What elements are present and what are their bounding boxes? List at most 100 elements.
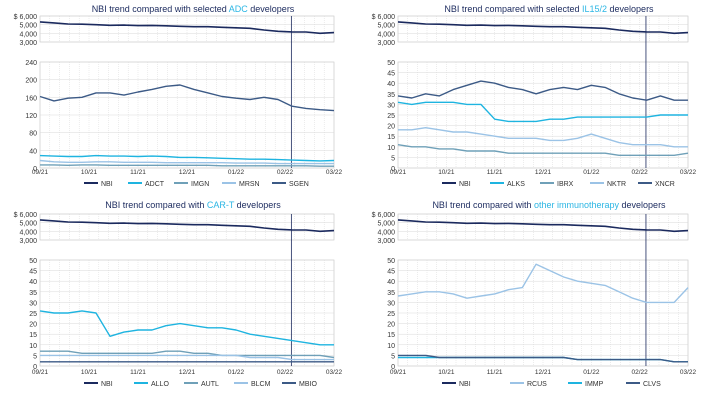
- chart-title-suffix: developers: [607, 4, 654, 14]
- x-axis-label: 12/21: [179, 169, 196, 176]
- chart-3: NBI trend compared with CAR-T developers…: [14, 200, 343, 388]
- legend-label-immp: IMMP: [585, 381, 604, 388]
- top-ytick-label: 4,000: [19, 229, 37, 236]
- bottom-ytick-label: 45: [387, 71, 395, 78]
- bottom-ytick-label: 10: [29, 343, 37, 350]
- series-line-nktr: [398, 126, 688, 148]
- x-axis-label: 02/22: [632, 169, 649, 176]
- bottom-ytick-label: 10: [387, 145, 395, 152]
- chart-4: NBI trend compared with other immunother…: [372, 200, 697, 388]
- bottom-ytick-label: 5: [33, 353, 37, 360]
- series-line-clvs: [398, 354, 688, 363]
- legend-label-nbi: NBI: [459, 181, 471, 188]
- chart-1: NBI trend compared with selected ADC dev…: [14, 4, 343, 188]
- x-axis-label: 11/21: [487, 169, 503, 176]
- bottom-ytick-label: 40: [387, 279, 395, 286]
- x-axis-label: 01/22: [583, 169, 600, 176]
- chart-title-prefix: NBI trend compared with: [105, 200, 207, 210]
- x-axis-label: 09/21: [390, 369, 407, 376]
- bottom-ytick-label: 15: [387, 134, 395, 141]
- bottom-ytick-label: 20: [29, 322, 37, 329]
- bottom-ytick-label: 15: [29, 332, 37, 339]
- series-line-xncr: [397, 80, 688, 101]
- series-line-nbi: [397, 219, 689, 233]
- series-line-imgn: [40, 164, 334, 167]
- x-axis-label: 03/22: [326, 169, 343, 176]
- top-ytick-label: 5,000: [19, 23, 37, 30]
- x-axis-label: 09/21: [390, 169, 407, 176]
- bottom-ytick-label: 0: [33, 166, 37, 173]
- x-axis-label: 03/22: [680, 169, 697, 176]
- bottom-ytick-label: 10: [387, 343, 395, 350]
- x-axis-label: 11/21: [130, 169, 146, 176]
- top-ytick-label: $ 6,000: [372, 212, 395, 219]
- legend-label-adct: ADCT: [145, 181, 165, 188]
- bottom-ytick-label: 50: [387, 258, 395, 265]
- chart-title-highlight: IL15/2: [582, 4, 607, 14]
- chart-title-suffix: developers: [234, 200, 281, 210]
- bottom-ytick-label: 30: [387, 300, 395, 307]
- bottom-ytick-label: 40: [29, 148, 37, 155]
- bottom-ytick-label: 0: [391, 166, 395, 173]
- bottom-ytick-label: 40: [29, 279, 37, 286]
- legend-label-rcus: RCUS: [527, 381, 547, 388]
- bottom-ytick-label: 30: [387, 102, 395, 109]
- series-line-adct: [39, 154, 335, 162]
- x-axis-label: 11/21: [130, 369, 146, 376]
- top-ytick-label: 4,000: [19, 31, 37, 38]
- bottom-ytick-label: 35: [387, 92, 395, 99]
- x-axis-label: 03/22: [680, 369, 697, 376]
- series-line-nbi: [397, 21, 689, 35]
- series-line-blcm: [40, 354, 334, 361]
- x-axis-label: 10/21: [81, 169, 98, 176]
- legend-label-xncr: XNCR: [655, 181, 675, 188]
- chart-title-highlight: ADC: [229, 4, 249, 14]
- bottom-ytick-label: 240: [25, 60, 37, 67]
- series-line-nbi: [39, 21, 335, 35]
- x-axis-label: 02/22: [277, 369, 294, 376]
- x-axis-label: 01/22: [228, 169, 245, 176]
- chart-title: NBI trend compared with other immunother…: [432, 200, 666, 210]
- chart-title-prefix: NBI trend compared with selected: [444, 4, 582, 14]
- bottom-ytick-label: 40: [387, 81, 395, 88]
- bottom-ytick-label: 50: [29, 258, 37, 265]
- bottom-ytick-label: 25: [387, 311, 395, 318]
- top-ytick-label: 5,000: [377, 221, 395, 228]
- top-ytick-label: $ 6,000: [14, 14, 37, 21]
- x-axis-label: 10/21: [438, 369, 455, 376]
- bottom-ytick-label: 45: [29, 269, 37, 276]
- bottom-ytick-label: 30: [29, 300, 37, 307]
- x-axis-label: 09/21: [32, 369, 49, 376]
- bottom-ytick-label: 200: [25, 78, 37, 85]
- bottom-ytick-label: 0: [391, 364, 395, 371]
- bottom-ytick-label: 25: [29, 311, 37, 318]
- x-axis-label: 12/21: [535, 169, 552, 176]
- bottom-ytick-label: 0: [33, 364, 37, 371]
- x-axis-label: 09/21: [32, 169, 49, 176]
- bottom-ytick-label: 20: [387, 322, 395, 329]
- top-ytick-label: 5,000: [377, 23, 395, 30]
- legend-label-sgen: SGEN: [289, 181, 309, 188]
- bottom-ytick-label: 45: [387, 269, 395, 276]
- chart-title: NBI trend compared with selected ADC dev…: [92, 4, 295, 14]
- bottom-ytick-label: 5: [391, 353, 395, 360]
- top-ytick-label: 3,000: [19, 40, 37, 47]
- bottom-ytick-label: 50: [387, 60, 395, 67]
- x-axis-label: 12/21: [535, 369, 552, 376]
- x-axis-label: 10/21: [81, 369, 98, 376]
- series-line-mrsn: [39, 159, 334, 165]
- top-ytick-label: 3,000: [377, 40, 395, 47]
- top-ytick-label: $ 6,000: [14, 212, 37, 219]
- chart-title-prefix: NBI trend compared with: [432, 200, 534, 210]
- top-ytick-label: 4,000: [377, 229, 395, 236]
- bottom-ytick-label: 35: [387, 290, 395, 297]
- x-axis-label: 02/22: [277, 169, 294, 176]
- legend-label-nktr: NKTR: [607, 181, 626, 188]
- bottom-ytick-label: 20: [387, 124, 395, 131]
- x-axis-label: 02/22: [632, 369, 649, 376]
- legend-label-nbi: NBI: [101, 381, 113, 388]
- chart-title-suffix: developers: [248, 4, 295, 14]
- legend-label-nbi: NBI: [459, 381, 471, 388]
- x-axis-label: 03/22: [326, 369, 343, 376]
